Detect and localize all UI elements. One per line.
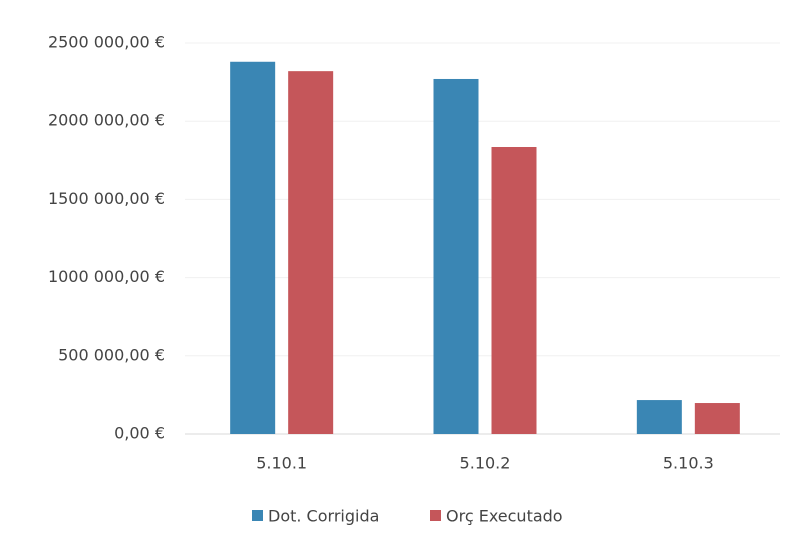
bar [636,400,682,434]
y-tick-label: 500 000,00 € [58,345,165,364]
legend-swatch [252,510,263,521]
y-tick-label: 2000 000,00 € [48,111,165,130]
legend-swatch [430,510,441,521]
bar [288,71,334,434]
y-tick-label: 2500 000,00 € [48,33,165,52]
y-tick-label: 0,00 € [114,424,165,443]
legend-label: Dot. Corrigida [268,507,379,526]
y-tick-label: 1500 000,00 € [48,189,165,208]
bar [491,147,537,435]
x-tick-label: 5.10.2 [460,454,511,473]
bar [694,403,740,434]
bar [230,61,276,434]
y-tick-label: 1000 000,00 € [48,267,165,286]
bar [433,78,479,435]
legend-label: Orç Executado [446,507,563,526]
x-tick-label: 5.10.3 [663,454,714,473]
x-tick-label: 5.10.1 [256,454,307,473]
